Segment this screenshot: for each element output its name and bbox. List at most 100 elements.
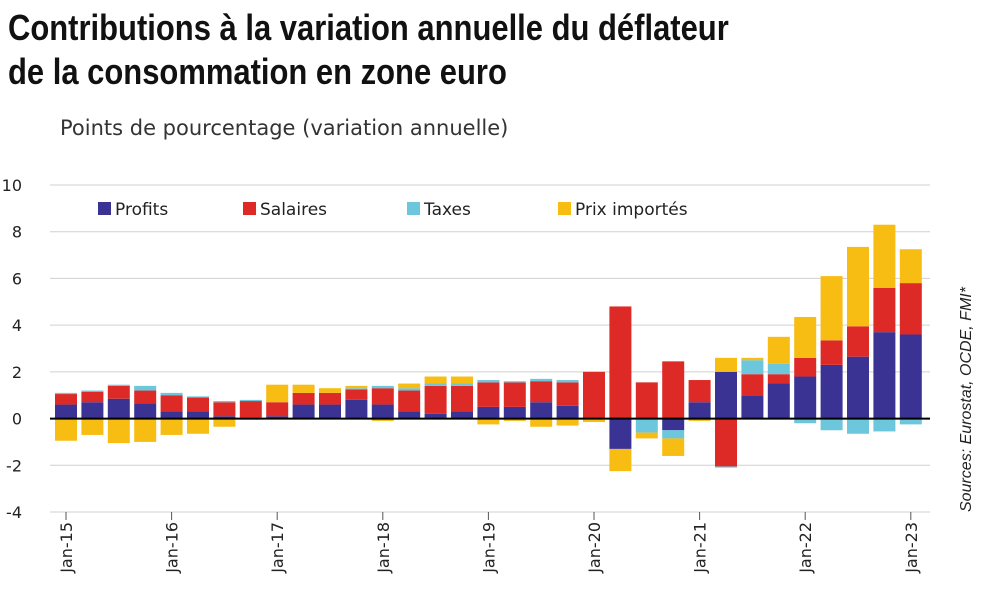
bar-prix-importes-2020-Q1 [583,418,605,423]
bar-prix-importes-2015-Q2 [81,418,104,435]
y-tick-label: 0 [12,410,22,429]
legend: Profits Salaires Taxes Prix importés [98,200,688,220]
x-axis-tick-labels: Jan-15 Jan-16 Jan-17 Jan-18 Jan-19 Jan-20 Jan-… [57,522,921,574]
x-tick-label: Jan-15 [57,522,76,574]
bar-profits-2015-Q3 [107,398,130,419]
bar-prix-importes-2017-Q4 [345,385,368,389]
y-tick-label: -2 [6,456,22,475]
legend-label-taxes: Taxes [423,200,471,220]
bar-profits-2018-Q4 [451,411,473,419]
y-axis-tick-labels: -4 -2 0 2 4 6 8 10 [2,176,22,522]
bar-taxes-2018-Q2 [398,388,421,391]
bar-salaires-2021-Q1 [688,380,711,403]
y-tick-label: 2 [12,363,22,382]
bar-taxes-2021-Q3 [741,360,764,375]
bar-profits-2017-Q2 [292,404,315,419]
bar-taxes-2016-Q3 [213,401,236,403]
bar-profits-2022-Q2 [820,364,843,419]
chart-title-line-1: Contributions à la variation annuelle du… [8,7,729,48]
bar-profits-2018-Q2 [398,411,421,419]
bar-taxes-2022-Q1 [794,418,817,424]
bar-prix-importes-2015-Q1 [55,418,77,441]
bar-prix-importes-2018-Q2 [398,383,421,389]
bar-salaires-2018-Q3 [424,385,447,414]
bar-taxes-2019-Q2 [503,381,526,383]
bar-taxes-2022-Q2 [820,418,843,431]
bar-profits-2021-Q1 [688,402,711,419]
bar-prix-importes-2020-Q2 [609,448,632,472]
bar-profits-2018-Q3 [424,413,447,419]
legend-swatch-taxes [407,202,420,215]
bar-salaires-2019-Q2 [503,382,526,407]
bar-taxes-2016-Q4 [239,399,262,402]
bar-prix-importes-2017-Q2 [292,384,315,393]
bar-profits-2021-Q4 [767,383,790,419]
x-tick-label: Jan-19 [479,522,498,574]
bar-salaires-2018-Q4 [451,385,473,412]
bar-prix-importes-2022-Q2 [820,276,843,341]
bar-profits-2022-Q4 [873,332,896,419]
legend-swatch-salaires [243,202,256,215]
bar-salaires-2015-Q1 [55,394,77,405]
bar-profits-2021-Q3 [741,395,764,419]
bar-salaires-2016-Q3 [213,402,236,417]
axis-layer [50,417,930,520]
bar-profits-2019-Q4 [556,405,579,419]
bar-taxes-2020-Q3 [635,418,658,433]
bar-prix-importes-2018-Q3 [424,376,447,384]
x-tick-label: Jan-20 [585,522,604,574]
bar-taxes-2021-Q2 [715,466,737,468]
bar-taxes-2019-Q4 [556,380,579,383]
bar-prix-importes-2019-Q1 [477,418,500,425]
bar-salaires-2015-Q4 [134,390,157,404]
bar-taxes-2019-Q1 [477,380,500,383]
bar-prix-importes-2019-Q3 [530,418,553,427]
bar-salaires-2016-Q1 [160,395,183,412]
x-tick-label: Jan-16 [163,522,182,574]
chart-subtitle: Points de pourcentage (variation annuell… [60,116,509,140]
bar-taxes-2019-Q3 [530,378,553,382]
bar-taxes-2015-Q4 [134,385,157,391]
bar-taxes-2017-Q4 [345,388,368,390]
legend-swatch-prix-importes [558,202,571,215]
legend-label-salaires: Salaires [260,200,327,220]
bar-prix-importes-2020-Q4 [662,438,685,456]
bar-prix-importes-2022-Q3 [847,246,869,327]
bar-salaires-2022-Q4 [873,287,896,333]
bar-profits-2015-Q1 [55,404,77,419]
legend-label-profits: Profits [115,200,168,220]
bar-salaires-2019-Q3 [530,381,553,403]
bar-prix-importes-2018-Q1 [371,418,394,421]
bar-profits-2019-Q1 [477,406,500,419]
bar-salaires-2017-Q1 [266,402,289,417]
bar-salaires-2019-Q1 [477,382,500,407]
bar-salaires-2020-Q3 [635,382,658,419]
bar-taxes-2016-Q2 [187,396,209,398]
grid-layer [50,184,930,513]
x-tick-label: Jan-23 [902,522,921,574]
bar-taxes-2022-Q4 [873,418,896,432]
bar-taxes-2018-Q4 [451,383,473,386]
bar-profits-2018-Q1 [371,404,394,419]
bar-profits-2022-Q1 [794,376,817,419]
bar-taxes-2015-Q1 [55,392,77,395]
bar-salaires-2016-Q2 [187,397,209,412]
bar-salaires-2021-Q3 [741,374,764,396]
bar-profits-2022-Q3 [847,356,869,419]
bar-profits-2020-Q2 [609,418,632,449]
bar-prix-importes-2016-Q3 [213,418,236,427]
bar-prix-importes-2015-Q3 [107,418,130,444]
bar-taxes-2023-Q1 [899,418,922,425]
bar-prix-importes-2018-Q4 [451,376,473,384]
legend-swatch-profits [98,202,111,215]
x-tick-label: Jan-17 [268,522,287,574]
bar-taxes-2021-Q4 [767,363,790,375]
bar-salaires-2016-Q4 [239,401,262,418]
bar-profits-2016-Q1 [160,411,183,419]
bar-taxes-2016-Q1 [160,392,183,396]
source-note: Sources: Eurostat, OCDE, FMI* [958,287,975,512]
bar-salaires-2015-Q2 [81,391,104,403]
bar-salaires-2017-Q4 [345,389,368,400]
x-tick-label: Jan-21 [691,522,710,574]
bar-prix-importes-2021-Q4 [767,336,790,364]
